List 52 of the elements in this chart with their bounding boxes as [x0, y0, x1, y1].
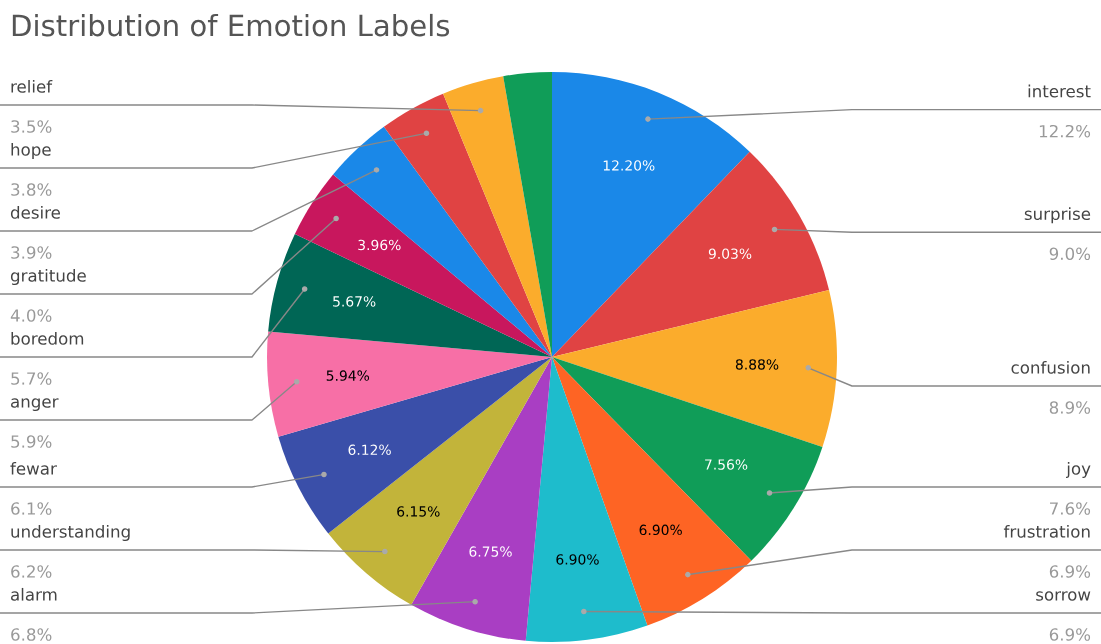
pie-slice	[267, 331, 552, 437]
text: 4.0%	[10, 309, 52, 322]
text: 6.1%	[11, 502, 52, 515]
text: 6.9%	[1049, 565, 1091, 578]
text: 5.9%	[11, 435, 52, 448]
slice-label: confusion	[1011, 360, 1090, 374]
data-label: 8.88%	[735, 359, 779, 370]
text: 12.2%	[1039, 124, 1091, 138]
slice-label: relief	[11, 79, 53, 93]
pie-slice	[503, 72, 552, 357]
slice-label: sorrow	[1036, 591, 1091, 601]
slice-label: gratitude	[10, 268, 86, 286]
data-label: 12.20%	[603, 160, 655, 171]
text: 5.7%	[11, 372, 52, 385]
slice-label: interest	[1028, 84, 1091, 98]
data-label: 6.90%	[639, 524, 682, 536]
pie-slice	[278, 357, 552, 534]
pie-slice	[268, 234, 552, 357]
data-label: 6.75%	[469, 546, 512, 557]
text: 6.2%	[11, 565, 52, 578]
data-label: 7.56%	[705, 459, 748, 470]
text: 9.0%	[1049, 247, 1091, 261]
data-label: 9.03%	[708, 248, 752, 259]
pie-slice	[328, 357, 552, 605]
text: 3.9%	[11, 246, 52, 259]
chart-title: Distribution of Emotion Labels	[12, 13, 450, 37]
slice-label: boredom	[11, 331, 84, 345]
pie-slice	[294, 174, 552, 357]
text: 3.8%	[11, 183, 52, 196]
text: 8.9%	[1049, 401, 1091, 414]
slice-label: understanding	[11, 524, 130, 542]
pie-slice	[552, 151, 830, 357]
slice-label: desire	[10, 205, 60, 219]
slice-label: anger	[11, 398, 59, 412]
data-label: 3.96%	[358, 239, 401, 251]
text: 6.9%	[1049, 628, 1091, 641]
text: 6.8%	[11, 628, 52, 641]
text: 3.5%	[11, 120, 52, 133]
data-label: 6.15%	[397, 506, 440, 517]
data-label: 5.94%	[326, 370, 370, 381]
data-label: 6.90%	[556, 554, 599, 565]
data-label: 5.67%	[333, 296, 376, 307]
pie-slice	[443, 76, 552, 357]
slice-label: alarm	[11, 587, 57, 601]
pie-slice	[552, 290, 837, 447]
data-label: 6.12%	[348, 444, 391, 455]
slice-label: fewar	[10, 461, 57, 475]
slice-label: surprise	[1024, 207, 1091, 224]
slice-label: frustration	[1003, 524, 1090, 538]
slice-label: joy	[1066, 461, 1091, 479]
slice-label: hope	[11, 142, 51, 160]
text: 7.6%	[1050, 502, 1091, 515]
